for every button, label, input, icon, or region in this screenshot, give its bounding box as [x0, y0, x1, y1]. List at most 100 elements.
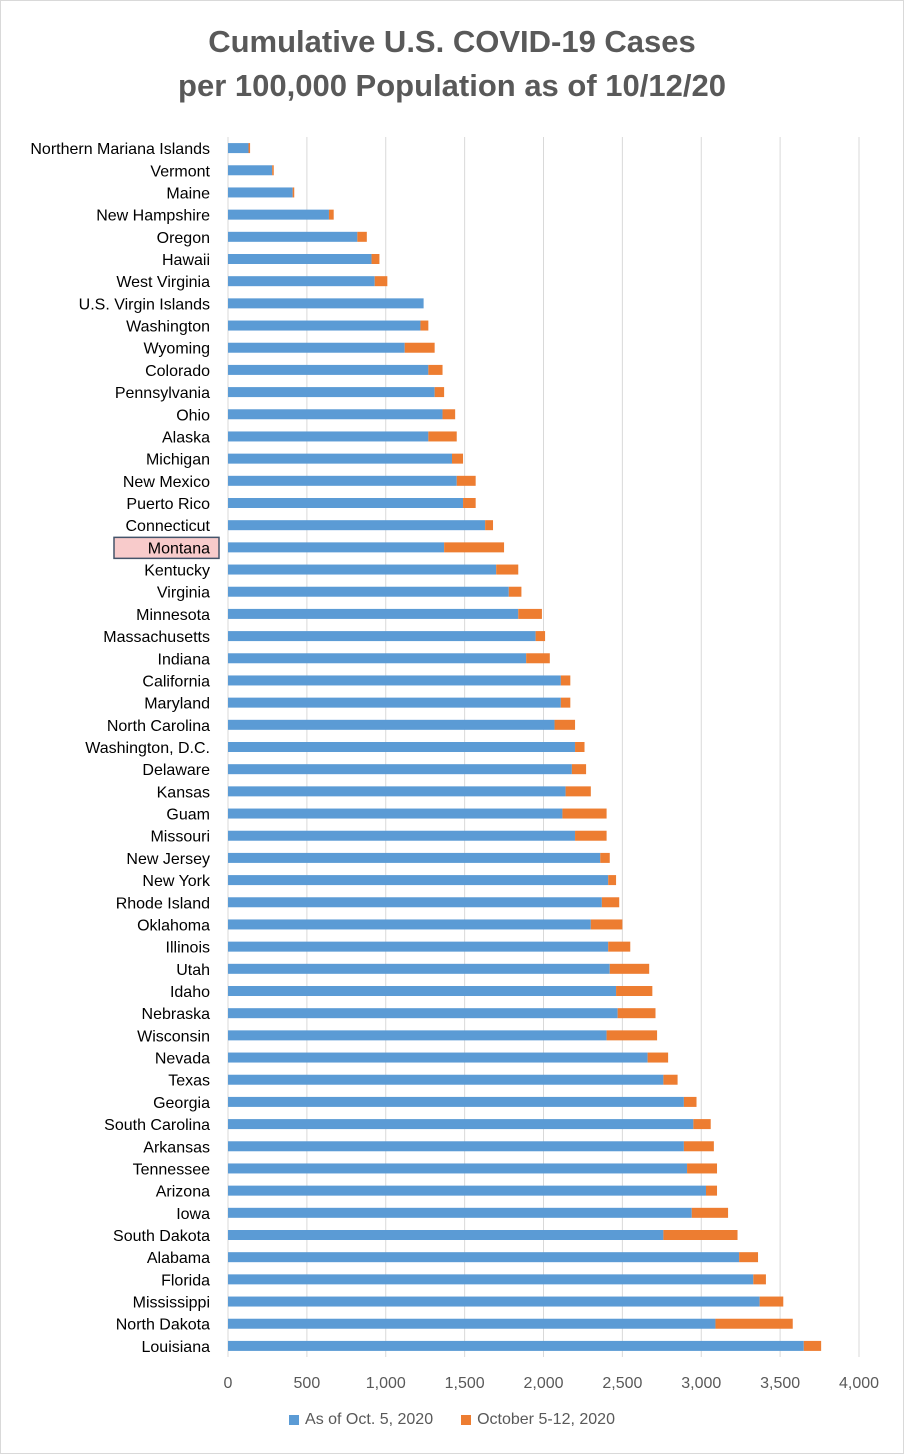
x-tick-label: 3,500 [760, 1375, 800, 1392]
category-label: Illinois [166, 940, 210, 957]
legend-item-base: As of Oct. 5, 2020 [289, 1411, 433, 1429]
bar-base [228, 1296, 760, 1307]
bar-added [803, 1340, 822, 1351]
legend-swatch-added [461, 1415, 472, 1425]
bar-added [739, 1252, 759, 1263]
bar-added [608, 941, 631, 952]
bar-added [560, 697, 571, 708]
category-label: Maine [166, 185, 210, 202]
bar-added [571, 764, 587, 775]
bar-added [600, 852, 610, 863]
category-label: Alaska [162, 429, 210, 446]
category-label: Michigan [146, 452, 210, 469]
legend-label-added: October 5-12, 2020 [477, 1411, 615, 1428]
category-label: North Carolina [107, 718, 210, 735]
bar-added [485, 520, 494, 531]
category-label: Oklahoma [137, 917, 210, 934]
bar-base [228, 586, 509, 597]
bar-added [535, 631, 546, 642]
bar-added [683, 1096, 697, 1107]
bar-base [228, 1052, 648, 1063]
category-label: Nebraska [142, 1006, 211, 1023]
x-tick-label: 3,000 [681, 1375, 721, 1392]
bar-added [617, 1008, 656, 1019]
bar-added [606, 1030, 658, 1041]
category-label: Georgia [153, 1095, 210, 1112]
category-label: Guam [166, 807, 210, 824]
category-label: New York [142, 873, 211, 890]
bar-added [374, 276, 388, 287]
bar-added [609, 963, 650, 974]
category-label: Oregon [157, 230, 210, 247]
bar-added [428, 364, 443, 375]
bar-base [228, 1185, 706, 1196]
category-label: Wisconsin [137, 1028, 210, 1045]
bar-added [444, 542, 505, 553]
bar-added [442, 409, 456, 420]
category-label: North Dakota [116, 1317, 210, 1334]
legend-swatch-base [289, 1415, 300, 1425]
category-label: Puerto Rico [126, 496, 210, 513]
bar-added [715, 1318, 793, 1329]
category-label: Indiana [158, 651, 211, 668]
bar-base [228, 719, 555, 730]
highlight-box [113, 536, 220, 560]
bar-base [228, 897, 602, 908]
bar-added [691, 1207, 729, 1218]
bar-base [228, 364, 429, 375]
bar-base [228, 409, 443, 420]
bar-added [508, 586, 522, 597]
bar-added [663, 1074, 678, 1085]
bar-base [228, 764, 572, 775]
category-label: Tennessee [133, 1161, 210, 1178]
category-label: Arkansas [143, 1139, 210, 1156]
category-label: Texas [168, 1073, 210, 1090]
bar-base [228, 542, 445, 553]
category-label: Wyoming [143, 341, 210, 358]
bar-added [357, 231, 367, 242]
category-label: Iowa [176, 1206, 210, 1223]
category-label: Pennsylvania [115, 385, 210, 402]
bar-added [601, 897, 620, 908]
bar-base [228, 808, 563, 819]
bar-added [554, 719, 576, 730]
category-label: Utah [176, 962, 210, 979]
category-label: Missouri [150, 829, 210, 846]
category-label: South Carolina [104, 1117, 210, 1134]
bar-added [328, 209, 334, 220]
bar-base [228, 1163, 688, 1174]
category-label: Connecticut [126, 518, 211, 535]
bar-added [404, 342, 435, 353]
category-label: Washington, D.C. [85, 740, 210, 757]
bar-base [228, 564, 497, 575]
bar-base [228, 963, 610, 974]
category-label: New Hampshire [96, 208, 210, 225]
category-label: California [142, 673, 210, 690]
category-label: Kansas [157, 784, 210, 801]
bar-base [228, 1074, 664, 1085]
bar-base [228, 742, 576, 752]
bar-base [228, 608, 519, 619]
category-label: Massachusetts [103, 629, 210, 646]
bar-added [590, 919, 623, 930]
bar-base [228, 653, 527, 664]
x-tick-label: 1,000 [366, 1375, 406, 1392]
bar-base [228, 1119, 694, 1130]
bar-base [228, 1141, 684, 1152]
category-label: Northern Mariana Islands [30, 141, 210, 158]
bar-added [456, 475, 476, 486]
bar-added [753, 1274, 766, 1285]
category-label: Idaho [170, 984, 210, 1001]
bar-base [228, 342, 405, 353]
category-label: Alabama [147, 1250, 210, 1267]
bar-added [292, 187, 295, 198]
bar-added [452, 453, 464, 464]
bar-added [428, 431, 457, 442]
bar-base [228, 875, 609, 886]
bar-added [463, 498, 476, 508]
category-label: South Dakota [113, 1228, 210, 1245]
bar-base [228, 1008, 618, 1019]
bar-added [496, 564, 519, 575]
category-label: Ohio [176, 407, 210, 424]
category-label: Kentucky [144, 563, 210, 580]
